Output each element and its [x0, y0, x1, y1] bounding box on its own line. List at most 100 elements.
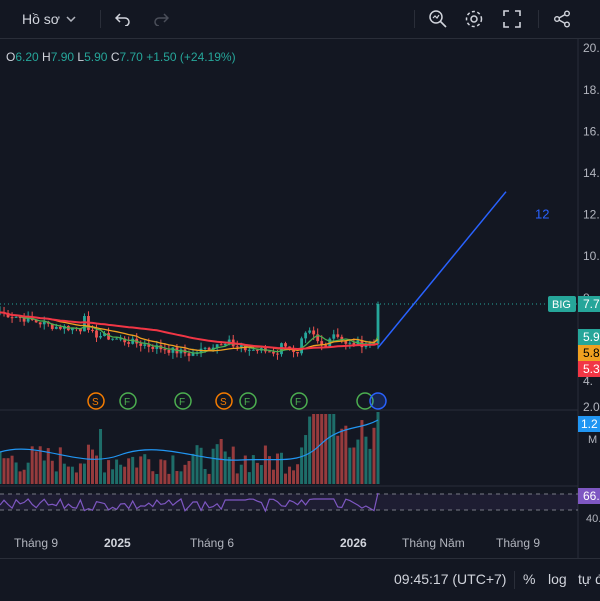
ohlc-legend: O6.20 H7.90 L5.90 C7.70 +1.50 (+24.19%) [6, 50, 236, 64]
volume-bar [308, 416, 312, 484]
price-chart[interactable]: 22.20.18.16.14.12.10.8.6.4.2.012BIG7.75.… [0, 38, 600, 558]
candle-body [191, 353, 195, 356]
volume-bar [352, 447, 356, 484]
candle-body [332, 334, 336, 339]
volume-bar [82, 463, 86, 484]
time-axis-tick: Tháng 9 [14, 536, 58, 550]
event-marker [369, 392, 387, 410]
time-axis-tick: 2025 [104, 536, 131, 550]
volume-bar [34, 451, 38, 484]
undo-button[interactable] [110, 0, 136, 38]
volume-bar [10, 455, 14, 484]
bottom-status-bar: 09:45:17 (UTC+7) % log tự đ [0, 558, 600, 601]
price-axis-tick: 12. [583, 208, 600, 222]
volume-bar [316, 414, 320, 484]
candle-body [203, 347, 207, 349]
fullscreen-button[interactable] [498, 0, 526, 38]
event-marker-text: F [295, 397, 301, 408]
candle-body [10, 317, 14, 319]
volume-bar [275, 453, 279, 484]
gear-icon [464, 9, 484, 29]
candle-body [79, 328, 82, 332]
volume-bar [147, 459, 151, 484]
event-marker-text: F [124, 397, 130, 408]
volume-bar [90, 449, 94, 484]
volume-bars [0, 412, 380, 484]
event-marker [87, 392, 105, 410]
volume-bar [263, 445, 267, 484]
candle-body [312, 330, 316, 335]
volume-bar [239, 464, 243, 484]
candle-body [251, 349, 255, 351]
volume-bar [151, 471, 155, 484]
volume-bar [111, 469, 115, 484]
candle-body [163, 349, 167, 351]
volume-bar [207, 473, 211, 484]
candle-body [171, 347, 175, 353]
top-toolbar: Hồ sơ [0, 0, 600, 39]
candle-body [167, 350, 171, 353]
volume-bar [38, 446, 42, 484]
redo-button[interactable] [148, 0, 174, 38]
share-icon [553, 10, 571, 28]
candle-body [18, 316, 22, 318]
price-label-bg [578, 329, 600, 345]
symbol-tag [548, 296, 576, 312]
volume-bar [284, 473, 288, 484]
candle-body [215, 344, 219, 348]
time-axis-tick: Tháng Năm [402, 536, 465, 550]
auto-toggle[interactable]: tự đ [578, 571, 600, 587]
candle-body [316, 334, 320, 342]
price-label-bg [578, 296, 600, 312]
rsi-label-bg [578, 488, 600, 504]
candle-body [292, 349, 295, 353]
volume-bar [179, 471, 183, 484]
volume-bar [348, 447, 352, 484]
volume-bar [267, 456, 271, 484]
candle-body [296, 352, 299, 354]
candle-body [14, 316, 18, 318]
ohlc-low-label: L [77, 50, 85, 64]
candle-body [123, 338, 127, 343]
volume-bar [74, 472, 78, 484]
volume-bar [360, 420, 364, 484]
volume-bar [18, 471, 22, 484]
price-axis-tick: 16. [583, 124, 600, 138]
candle-body [304, 332, 308, 339]
log-toggle[interactable]: log [548, 571, 567, 587]
volume-bar [235, 473, 239, 484]
volume-bar [187, 461, 191, 484]
ohlc-close-label: C [110, 50, 120, 64]
candle-body [344, 341, 348, 344]
event-marker-text: S [220, 397, 227, 408]
redo-icon [153, 12, 169, 26]
profile-label: Hồ sơ [22, 11, 60, 27]
clock-time: 09:45:17 (UTC+7) [394, 571, 507, 587]
ohlc-low: 5.90 [84, 50, 108, 64]
candle-body [127, 342, 131, 344]
volume-bar [288, 466, 292, 484]
volume-bar [364, 436, 368, 484]
volume-bar [30, 446, 34, 484]
candle-body [119, 338, 123, 340]
volume-bar [279, 452, 283, 484]
time-axis-tick: Tháng 6 [190, 536, 234, 550]
settings-button[interactable] [460, 0, 488, 38]
candle-body [207, 347, 211, 350]
price-label-value: 5.3 [583, 362, 600, 376]
price-axis-tick: 4. [583, 374, 593, 388]
volume-bar [86, 444, 90, 484]
volume-bar [143, 454, 147, 484]
candle-body [131, 338, 135, 344]
volume-bar [22, 469, 26, 484]
price-axis-tick: 14. [583, 166, 600, 180]
percent-toggle[interactable]: % [523, 571, 536, 587]
profile-menu[interactable]: Hồ sơ [22, 0, 92, 38]
undo-icon [115, 12, 131, 26]
share-button[interactable] [548, 0, 576, 38]
zoom-button[interactable] [424, 0, 452, 38]
ohlc-high: 7.90 [50, 50, 75, 64]
event-marker [215, 392, 233, 410]
volume-bar [211, 448, 215, 484]
candle-body [376, 304, 380, 344]
